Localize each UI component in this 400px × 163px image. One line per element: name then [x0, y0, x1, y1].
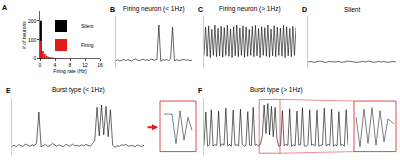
svg-text:# of neurons: # of neurons: [21, 21, 27, 49]
svg-text:A: A: [2, 4, 7, 11]
svg-text:4: 4: [54, 62, 57, 68]
svg-text:Firing rate (Hz): Firing rate (Hz): [53, 68, 87, 74]
svg-text:E: E: [6, 87, 11, 94]
svg-text:0: 0: [34, 55, 37, 61]
svg-text:Firing neuron (> 1Hz): Firing neuron (> 1Hz): [219, 5, 281, 13]
svg-text:Silent: Silent: [81, 23, 94, 29]
svg-text:Firing neuron (< 1Hz): Firing neuron (< 1Hz): [123, 5, 185, 13]
svg-text:Firing: Firing: [81, 42, 94, 48]
svg-text:0: 0: [39, 62, 42, 68]
svg-text:12: 12: [82, 62, 88, 68]
svg-text:16: 16: [97, 62, 103, 68]
svg-text:F: F: [198, 87, 203, 94]
svg-text:Burst type (< 1Hz): Burst type (< 1Hz): [52, 86, 105, 94]
svg-text:C: C: [198, 6, 203, 13]
svg-text:200: 200: [28, 18, 37, 24]
svg-text:Silent: Silent: [344, 6, 360, 13]
svg-text:Burst type (> 1Hz): Burst type (> 1Hz): [250, 86, 303, 94]
svg-text:B: B: [110, 6, 115, 13]
svg-text:D: D: [302, 6, 307, 13]
svg-text:100: 100: [28, 37, 37, 43]
svg-text:8: 8: [69, 62, 72, 68]
